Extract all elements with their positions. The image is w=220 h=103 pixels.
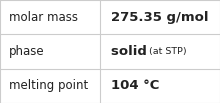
Text: 275.35 g/mol: 275.35 g/mol xyxy=(111,11,209,24)
Text: molar mass: molar mass xyxy=(9,11,78,24)
Text: phase: phase xyxy=(9,45,44,58)
Text: melting point: melting point xyxy=(9,79,88,92)
Text: solid: solid xyxy=(111,45,156,58)
Text: (at STP): (at STP) xyxy=(148,47,186,56)
Text: 104 °C: 104 °C xyxy=(111,79,160,92)
